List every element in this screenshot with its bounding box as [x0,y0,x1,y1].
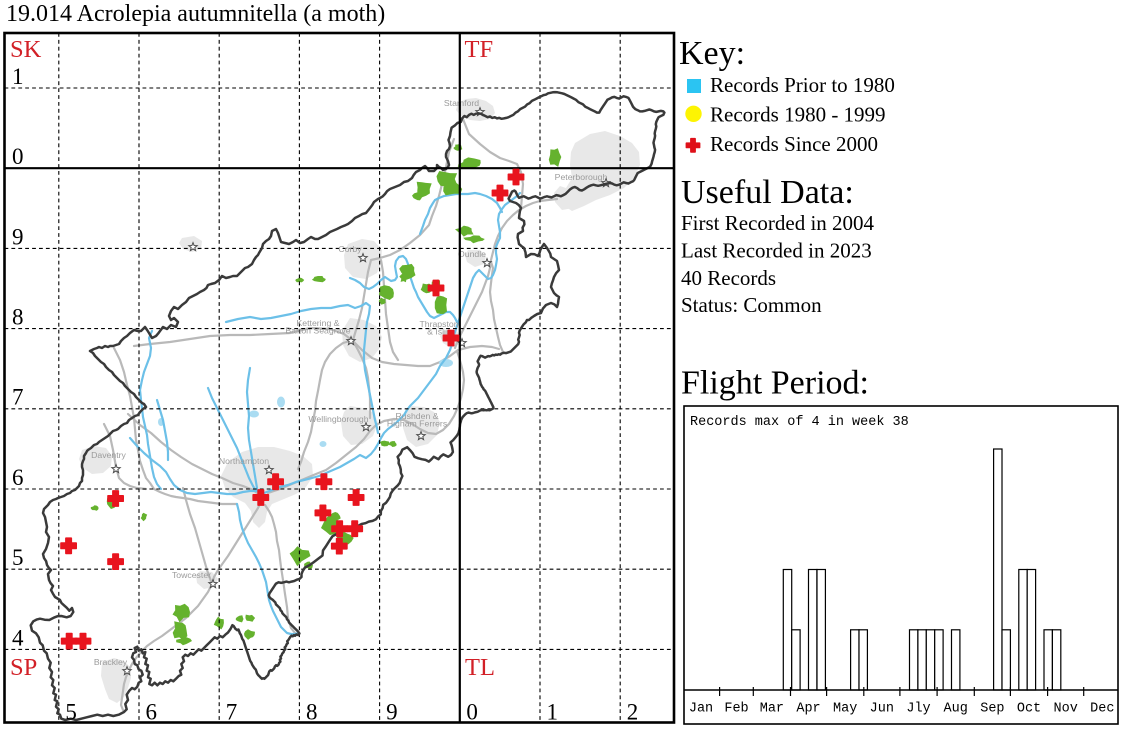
svg-text:Oct: Oct [1017,702,1041,717]
svg-text:SP: SP [10,654,37,681]
svg-text:1: 1 [12,64,24,89]
svg-text:Records Since 2000: Records Since 2000 [710,132,878,156]
svg-text:Jly: Jly [906,702,930,717]
svg-text:Useful Data:: Useful Data: [681,174,854,211]
svg-text:Barton Seagrave: Barton Seagrave [285,326,350,336]
svg-text:Last Recorded in 2023: Last Recorded in 2023 [681,238,872,262]
svg-text:Wellingborough: Wellingborough [308,414,368,424]
svg-text:Rushden &: Rushden & [396,411,439,421]
svg-text:Jan: Jan [689,702,713,717]
svg-text:Apr: Apr [796,702,820,717]
svg-text:Sep: Sep [980,702,1004,717]
svg-text:5: 5 [65,700,77,725]
svg-text:Jun: Jun [870,702,894,717]
svg-text:Records Prior to 1980: Records Prior to 1980 [710,73,895,97]
svg-text:Records max of 4 in week 38: Records max of 4 in week 38 [690,415,909,430]
svg-text:4: 4 [12,625,24,650]
svg-text:May: May [833,702,857,717]
svg-text:7: 7 [12,385,24,410]
svg-text:6: 6 [12,465,24,490]
svg-text:0: 0 [466,700,478,725]
svg-text:Stamford: Stamford [444,98,479,108]
svg-text:Status: Common: Status: Common [681,293,822,317]
svg-text:Corby: Corby [338,244,362,254]
svg-text:8: 8 [306,700,318,725]
svg-text:Dec: Dec [1090,702,1114,717]
svg-text:Flight Period:: Flight Period: [681,365,869,402]
svg-text:9: 9 [386,700,398,725]
svg-text:Mar: Mar [760,702,784,717]
svg-text:Peterborough: Peterborough [555,172,608,182]
svg-text:Kettering &: Kettering & [297,318,340,328]
svg-text:Key:: Key: [679,35,745,72]
svg-text:Brackley: Brackley [94,657,128,667]
svg-text:Nov: Nov [1054,702,1078,717]
svg-text:Daventry: Daventry [91,450,126,460]
svg-text:Aug: Aug [944,702,968,717]
svg-text:Towcester: Towcester [172,570,211,580]
svg-text:40 Records: 40 Records [681,266,776,290]
svg-text:9: 9 [12,224,24,249]
svg-text:5: 5 [12,545,24,570]
svg-text:First Recorded in 2004: First Recorded in 2004 [681,211,875,235]
svg-text:Higham Ferrers: Higham Ferrers [387,419,448,429]
svg-text:6: 6 [146,700,158,725]
svg-text:2: 2 [627,700,639,725]
svg-text:Records 1980 - 1999: Records 1980 - 1999 [710,103,886,127]
svg-text:19.014 Acrolepia autumnitella: 19.014 Acrolepia autumnitella (a moth) [6,1,385,27]
svg-text:Northampton: Northampton [219,456,269,466]
svg-text:Feb: Feb [724,702,748,717]
svg-text:Thrapston: Thrapston [419,319,458,329]
svg-text:TL: TL [465,654,495,681]
svg-text:TF: TF [465,36,494,63]
svg-text:0: 0 [12,144,24,169]
svg-text:& Islip: & Islip [427,327,451,337]
svg-text:SK: SK [10,36,42,63]
svg-text:Oundle: Oundle [458,249,486,259]
svg-text:7: 7 [226,700,238,725]
svg-text:8: 8 [12,305,24,330]
svg-text:1: 1 [547,700,559,725]
